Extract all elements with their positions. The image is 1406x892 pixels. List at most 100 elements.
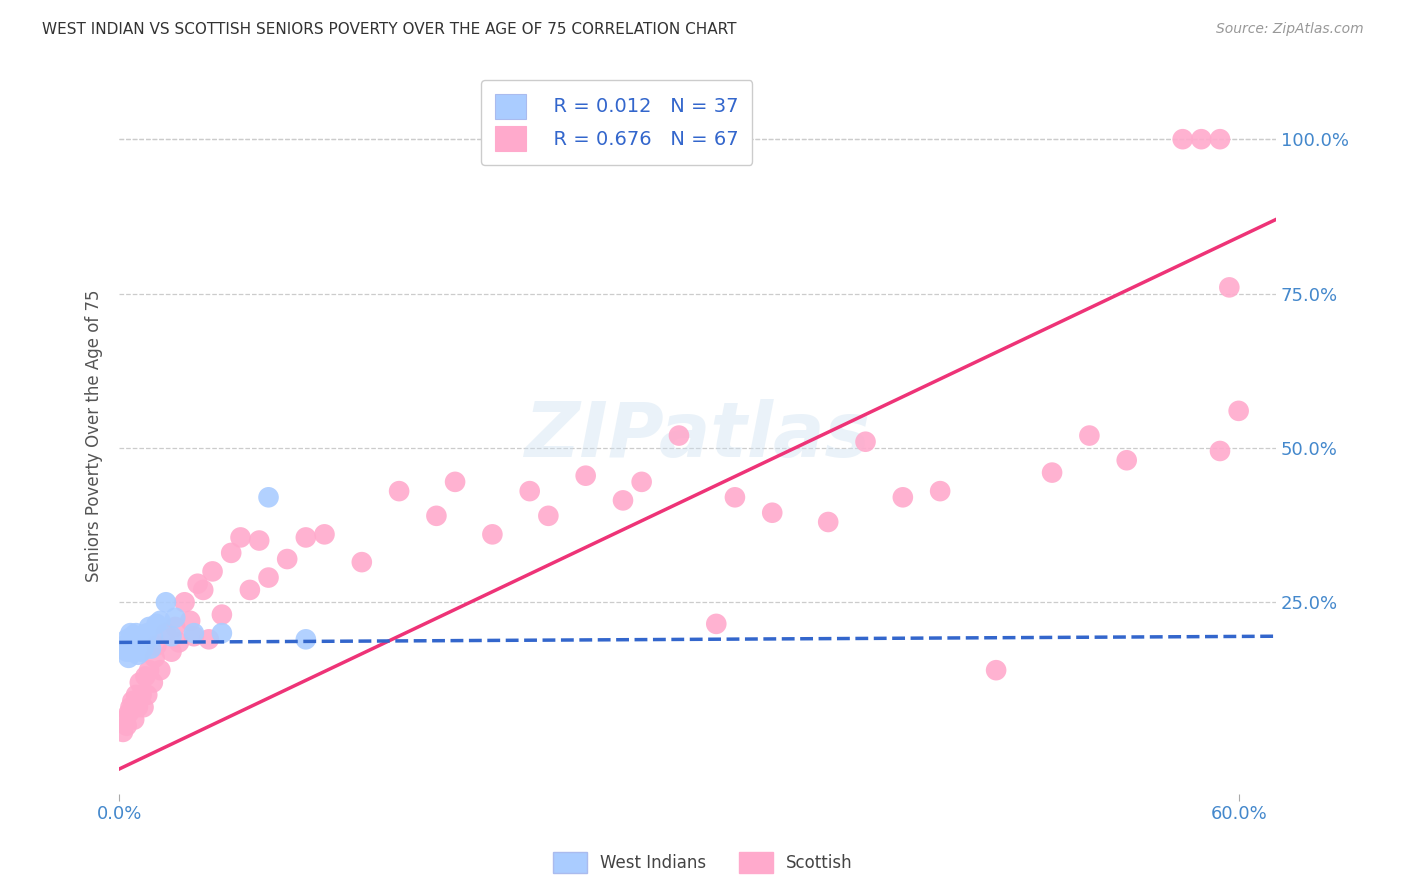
Point	[134, 669, 156, 683]
Point	[138, 620, 160, 634]
Point	[117, 650, 139, 665]
Point	[117, 635, 139, 649]
Point	[1209, 444, 1232, 458]
Point	[115, 645, 138, 659]
Point	[388, 484, 411, 499]
Point	[704, 616, 727, 631]
Point	[1209, 132, 1232, 146]
Point	[160, 629, 183, 643]
Point	[142, 629, 165, 643]
Point	[219, 546, 242, 560]
Point	[142, 675, 165, 690]
Point	[125, 626, 148, 640]
Point	[239, 582, 262, 597]
Point	[127, 700, 149, 714]
Point	[143, 650, 166, 665]
Point	[131, 635, 153, 649]
Point	[211, 626, 233, 640]
Point	[1218, 280, 1240, 294]
Point	[229, 531, 252, 545]
Point	[117, 706, 139, 721]
Point	[1171, 132, 1194, 146]
Point	[891, 491, 914, 505]
Point	[425, 508, 447, 523]
Point	[1227, 404, 1250, 418]
Point	[183, 626, 205, 640]
Point	[350, 555, 373, 569]
Point	[247, 533, 270, 548]
Point	[444, 475, 467, 489]
Point	[481, 527, 503, 541]
Point	[198, 632, 221, 647]
Point	[125, 688, 148, 702]
Point	[187, 576, 209, 591]
Point	[136, 626, 159, 640]
Point	[120, 700, 142, 714]
Point	[155, 626, 177, 640]
Point	[111, 725, 134, 739]
Point	[128, 632, 150, 647]
Point	[131, 645, 153, 659]
Point	[155, 595, 177, 609]
Point	[314, 527, 336, 541]
Point	[121, 694, 143, 708]
Text: Source: ZipAtlas.com: Source: ZipAtlas.com	[1216, 22, 1364, 37]
Point	[855, 434, 877, 449]
Point	[276, 552, 298, 566]
Point	[132, 641, 155, 656]
Point	[127, 639, 149, 653]
Point	[127, 629, 149, 643]
Point	[1189, 132, 1212, 146]
Point	[122, 639, 145, 653]
Point	[136, 688, 159, 702]
Point	[295, 531, 318, 545]
Point	[138, 663, 160, 677]
Y-axis label: Seniors Poverty Over the Age of 75: Seniors Poverty Over the Age of 75	[86, 289, 103, 582]
Point	[761, 506, 783, 520]
Point	[121, 629, 143, 643]
Point	[817, 515, 839, 529]
Point	[575, 468, 598, 483]
Point	[929, 484, 952, 499]
Point	[134, 635, 156, 649]
Point	[115, 719, 138, 733]
Point	[257, 491, 280, 505]
Point	[145, 639, 167, 653]
Text: ZIPatlas: ZIPatlas	[524, 399, 870, 473]
Point	[165, 610, 187, 624]
Point	[122, 713, 145, 727]
Point	[519, 484, 541, 499]
Point	[115, 632, 138, 647]
Point	[114, 639, 136, 653]
Point	[1040, 466, 1063, 480]
Point	[127, 648, 149, 662]
Point	[537, 508, 560, 523]
Point	[125, 641, 148, 656]
Point	[201, 565, 224, 579]
Legend: West Indians, Scottish: West Indians, Scottish	[547, 846, 859, 880]
Point	[132, 629, 155, 643]
Point	[139, 641, 162, 656]
Point	[668, 428, 690, 442]
Text: WEST INDIAN VS SCOTTISH SENIORS POVERTY OVER THE AGE OF 75 CORRELATION CHART: WEST INDIAN VS SCOTTISH SENIORS POVERTY …	[42, 22, 737, 37]
Point	[984, 663, 1007, 677]
Point	[111, 641, 134, 656]
Point	[724, 491, 747, 505]
Point	[160, 645, 183, 659]
Point	[114, 713, 136, 727]
Legend:   R = 0.012   N = 37,   R = 0.676   N = 67: R = 0.012 N = 37, R = 0.676 N = 67	[481, 80, 752, 165]
Point	[183, 629, 205, 643]
Point	[120, 626, 142, 640]
Point	[132, 700, 155, 714]
Point	[1078, 428, 1101, 442]
Point	[179, 614, 201, 628]
Point	[257, 570, 280, 584]
Point	[295, 632, 318, 647]
Point	[630, 475, 652, 489]
Point	[128, 675, 150, 690]
Point	[122, 635, 145, 649]
Point	[121, 645, 143, 659]
Point	[145, 616, 167, 631]
Point	[128, 641, 150, 656]
Point	[120, 641, 142, 656]
